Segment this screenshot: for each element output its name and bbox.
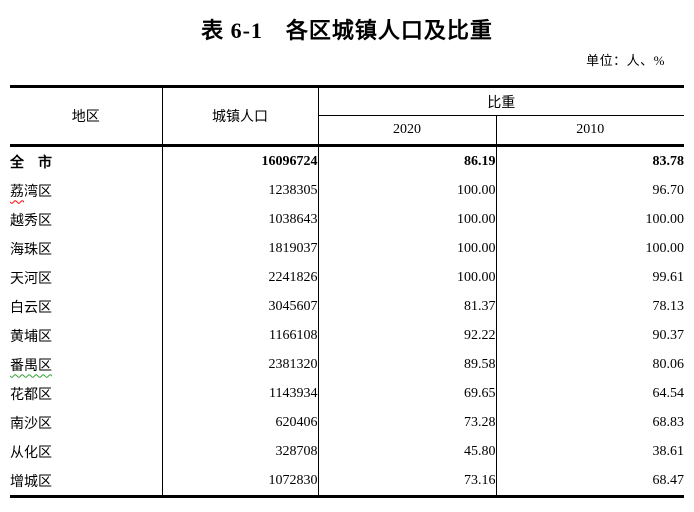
proportion-2010-value: 38.61 [652,443,685,459]
population-value: 620406 [162,408,319,437]
region-label: 黄埔区 [10,329,52,345]
table-row-baiyun: 白云区 3045607 81.37 78.13 [10,292,684,321]
region-label: 越秀区 [10,213,52,229]
table-title: 表 6-1 各区城镇人口及比重 [201,18,493,43]
population-value: 1819037 [162,234,319,263]
population-value: 328708 [162,437,319,466]
table-row-yuexiu: 越秀区 1038643 100.00 100.00 [10,205,684,234]
population-value: 1143934 [162,379,319,408]
proportion-2020-value: 100.00 [318,176,497,205]
population-value: 1038643 [162,205,319,234]
table-row-panyu: 番禺区 2381320 89.58 80.06 [10,350,684,379]
table-row-nansha: 南沙区 620406 73.28 68.83 [10,408,684,437]
table-row-conghua: 从化区 328708 45.80 38.61 [10,437,684,466]
population-value: 1238305 [162,176,319,205]
region-label: 海珠区 [10,242,52,258]
proportion-2020-value: 45.80 [318,437,497,466]
region-label-grammarcheck: 番禺区 [10,358,52,374]
header-proportion: 比重 [318,86,684,116]
region-label: 天河区 [10,271,52,287]
header-year-2020: 2020 [318,115,497,147]
proportion-2010-value: 68.83 [652,414,685,430]
proportion-2020-value: 73.28 [318,408,497,437]
proportion-2010-value: 68.47 [652,472,685,488]
proportion-2020-value: 100.00 [318,205,497,234]
unit-note: 单位：人、% [586,53,665,68]
header-year-2010: 2010 [496,115,684,147]
region-label: 白云区 [10,300,52,316]
proportion-2020-value: 81.37 [318,292,497,321]
table-row-huangpu: 黄埔区 1166108 92.22 90.37 [10,321,684,350]
region-label-spellcheck: 荔 [10,184,24,200]
proportion-2010-value: 64.54 [652,385,685,401]
proportion-2010-value: 83.78 [652,153,685,169]
proportion-2020-value: 86.19 [318,145,497,176]
region-label: 全 市 [10,155,52,171]
table-row-citywide: 全 市 16096724 86.19 83.78 [10,145,685,176]
proportion-2010-value: 100.00 [645,211,685,227]
proportion-2020-value: 69.65 [318,379,497,408]
region-label: 花都区 [10,387,52,403]
proportion-2010-value: 90.37 [652,327,685,343]
population-value: 16096724 [162,145,319,176]
region-label: 湾区 [24,184,52,200]
proportion-2010-value: 100.00 [645,240,685,256]
proportion-2010-value: 78.13 [652,298,685,314]
table-header: 地区 城镇人口 比重 2020 2010 [10,86,684,147]
proportion-2010-value: 80.06 [652,356,685,372]
table-row-liwan: 荔湾区 1238305 100.00 96.70 [10,176,684,205]
population-value: 1072830 [162,466,319,497]
proportion-2020-value: 89.58 [318,350,497,379]
table-row-huadu: 花都区 1143934 69.65 64.54 [10,379,684,408]
region-label: 从化区 [10,445,52,461]
population-value: 2241826 [162,263,319,292]
region-label: 增城区 [10,474,52,490]
proportion-2020-value: 100.00 [318,263,497,292]
table-row-tianhe: 天河区 2241826 100.00 99.61 [10,263,684,292]
population-value: 1166108 [162,321,319,350]
header-region: 地区 [10,86,163,147]
proportion-2020-value: 100.00 [318,234,497,263]
table-row-zengcheng: 增城区 1072830 73.16 68.47 [10,466,684,497]
population-value: 2381320 [162,350,319,379]
header-urban-population: 城镇人口 [162,86,319,147]
proportion-2010-value: 99.61 [652,269,685,285]
proportion-2010-value: 96.70 [652,182,685,198]
proportion-2020-value: 73.16 [318,466,497,497]
table-row-haizhu: 海珠区 1819037 100.00 100.00 [10,234,684,263]
population-table: 地区 城镇人口 比重 2020 2010 全 市 16096724 86.19 … [10,85,684,498]
proportion-2020-value: 92.22 [318,321,497,350]
region-label: 南沙区 [10,416,52,432]
population-value: 3045607 [162,292,319,321]
